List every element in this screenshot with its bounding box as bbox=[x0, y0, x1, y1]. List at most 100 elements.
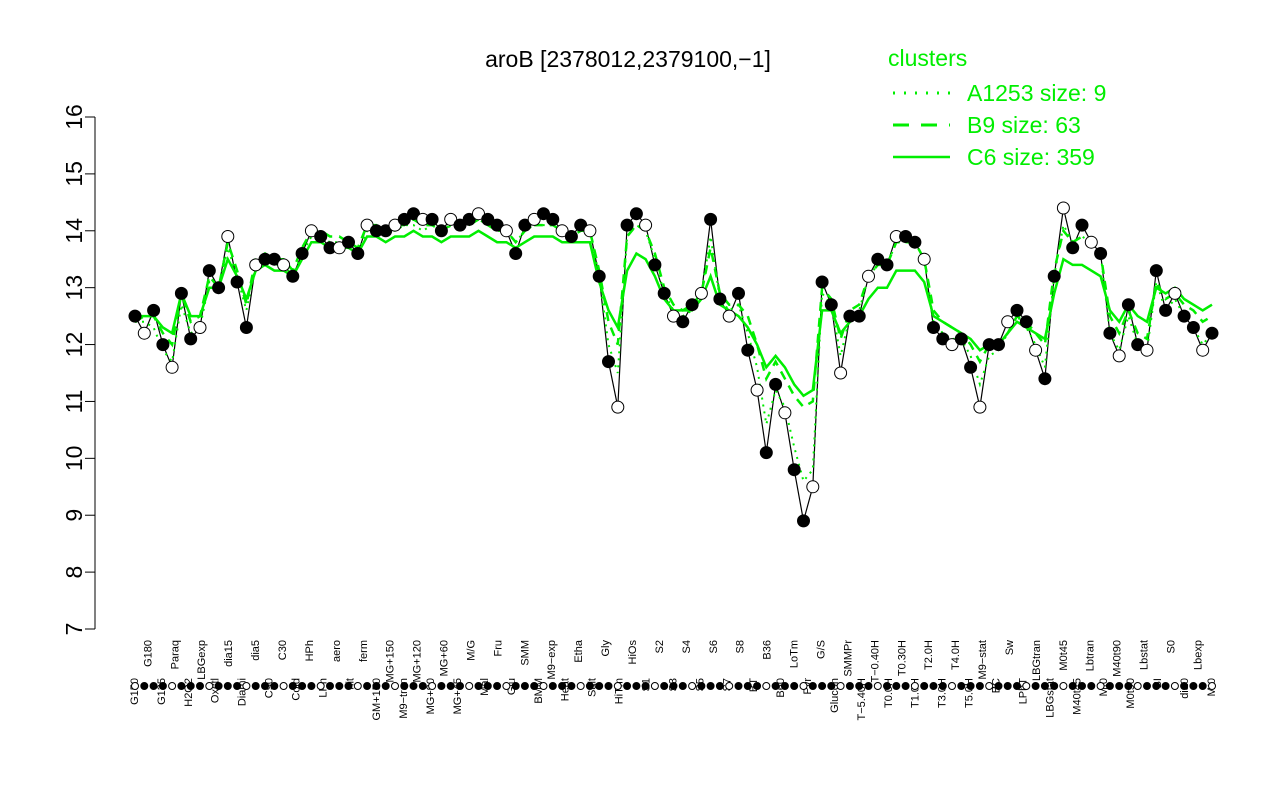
rug-mark bbox=[799, 682, 808, 690]
data-point bbox=[277, 258, 291, 272]
data-point bbox=[629, 207, 643, 221]
data-point bbox=[304, 224, 318, 238]
rug-mark bbox=[715, 682, 724, 690]
x-tick-label: SMM bbox=[519, 640, 531, 666]
x-tick-label: C30 bbox=[277, 640, 289, 660]
rug-mark bbox=[883, 682, 891, 690]
x-tick-label: Paraq bbox=[169, 640, 181, 669]
rug-mark bbox=[131, 682, 139, 690]
x-tick-label: Pyr bbox=[802, 678, 814, 695]
rug-mark bbox=[1170, 682, 1179, 690]
data-point bbox=[128, 309, 142, 323]
chart-title: aroB [2378012,2379100,−1] bbox=[485, 46, 771, 72]
rug-mark bbox=[1161, 682, 1170, 690]
rug-mark bbox=[233, 682, 242, 690]
data-point bbox=[1149, 264, 1163, 278]
legend-label: A1253 size: 9 bbox=[967, 80, 1106, 106]
rug-mark bbox=[576, 682, 585, 690]
data-point bbox=[685, 298, 699, 312]
data-point bbox=[267, 252, 281, 266]
x-tick-label: HPh bbox=[304, 640, 316, 661]
rug-mark bbox=[428, 682, 437, 690]
rug-mark bbox=[948, 682, 956, 690]
data-point bbox=[184, 332, 198, 346]
x-tick-label: M0t45 bbox=[1058, 640, 1070, 671]
data-point bbox=[713, 292, 727, 306]
rug-mark bbox=[205, 682, 214, 690]
data-point bbox=[165, 360, 179, 374]
rug-mark bbox=[446, 682, 455, 690]
data-point bbox=[453, 218, 467, 232]
data-point bbox=[537, 207, 550, 221]
rug-mark bbox=[818, 682, 827, 690]
y-tick-label: 14 bbox=[61, 218, 87, 244]
rug-mark bbox=[242, 682, 251, 690]
rug-mark bbox=[326, 682, 334, 690]
data-point bbox=[750, 383, 764, 397]
rug-mark bbox=[1124, 682, 1133, 690]
data-point bbox=[759, 446, 773, 460]
rug-mark bbox=[186, 682, 195, 690]
rug-mark bbox=[214, 682, 223, 690]
y-tick-label: 10 bbox=[61, 446, 87, 472]
data-point bbox=[648, 258, 662, 272]
data-point bbox=[1084, 235, 1098, 249]
rug-mark bbox=[381, 682, 390, 690]
data-point bbox=[147, 303, 161, 317]
data-point bbox=[574, 218, 588, 232]
rug-mark bbox=[474, 682, 483, 690]
data-point bbox=[834, 366, 848, 380]
data-point bbox=[527, 212, 541, 226]
rug-mark bbox=[261, 682, 269, 690]
rug-mark bbox=[520, 682, 529, 690]
x-tick-label: LPhT bbox=[1017, 678, 1029, 705]
x-tick-label: dia5 bbox=[250, 640, 262, 661]
rug-mark bbox=[539, 682, 548, 690]
data-point bbox=[1196, 343, 1210, 357]
rug-mark bbox=[771, 682, 780, 690]
y-tick-label: 8 bbox=[61, 566, 87, 579]
data-point bbox=[555, 224, 569, 238]
data-point bbox=[1103, 326, 1117, 340]
data-point bbox=[992, 338, 1005, 352]
rug-mark bbox=[1115, 682, 1124, 690]
data-point bbox=[1177, 309, 1191, 323]
data-point bbox=[397, 212, 411, 226]
rug-mark bbox=[753, 682, 762, 690]
rug-mark bbox=[938, 682, 947, 690]
rug-mark bbox=[567, 682, 576, 690]
x-tick-label: Lbstat bbox=[1139, 640, 1151, 670]
data-point bbox=[295, 247, 309, 260]
data-point bbox=[1168, 286, 1182, 300]
rug-mark bbox=[650, 682, 659, 690]
rug-mark bbox=[1078, 682, 1086, 690]
legend-entries: A1253 size: 9 B9 size: 63 C6 size: 359 bbox=[893, 80, 1106, 170]
x-tick-label: H2O2 bbox=[183, 678, 195, 707]
data-point bbox=[797, 514, 810, 528]
data-point bbox=[871, 252, 885, 266]
x-tick-label: M9−exp bbox=[546, 640, 558, 679]
legend-label: B9 size: 63 bbox=[967, 112, 1081, 138]
rug-mark bbox=[1040, 682, 1049, 690]
rug-mark bbox=[725, 682, 734, 690]
rug-mark bbox=[780, 682, 789, 690]
data-point bbox=[1066, 241, 1080, 255]
data-point bbox=[927, 321, 940, 334]
data-point bbox=[193, 321, 207, 334]
rug-mark bbox=[920, 682, 929, 690]
rug-mark bbox=[762, 682, 771, 690]
rug-mark bbox=[660, 682, 669, 690]
rug-mark bbox=[391, 682, 399, 690]
rug-mark bbox=[372, 682, 381, 690]
data-point bbox=[481, 212, 495, 226]
y-tick-label: 16 bbox=[61, 104, 87, 130]
x-tick-label: T2.0H bbox=[923, 640, 935, 670]
rug-mark bbox=[298, 682, 307, 690]
data-point bbox=[592, 269, 606, 283]
rug-mark bbox=[697, 682, 706, 690]
rug-mark bbox=[873, 682, 882, 690]
data-point bbox=[657, 286, 671, 300]
rug-mark bbox=[855, 682, 864, 690]
rug-mark bbox=[613, 682, 622, 690]
